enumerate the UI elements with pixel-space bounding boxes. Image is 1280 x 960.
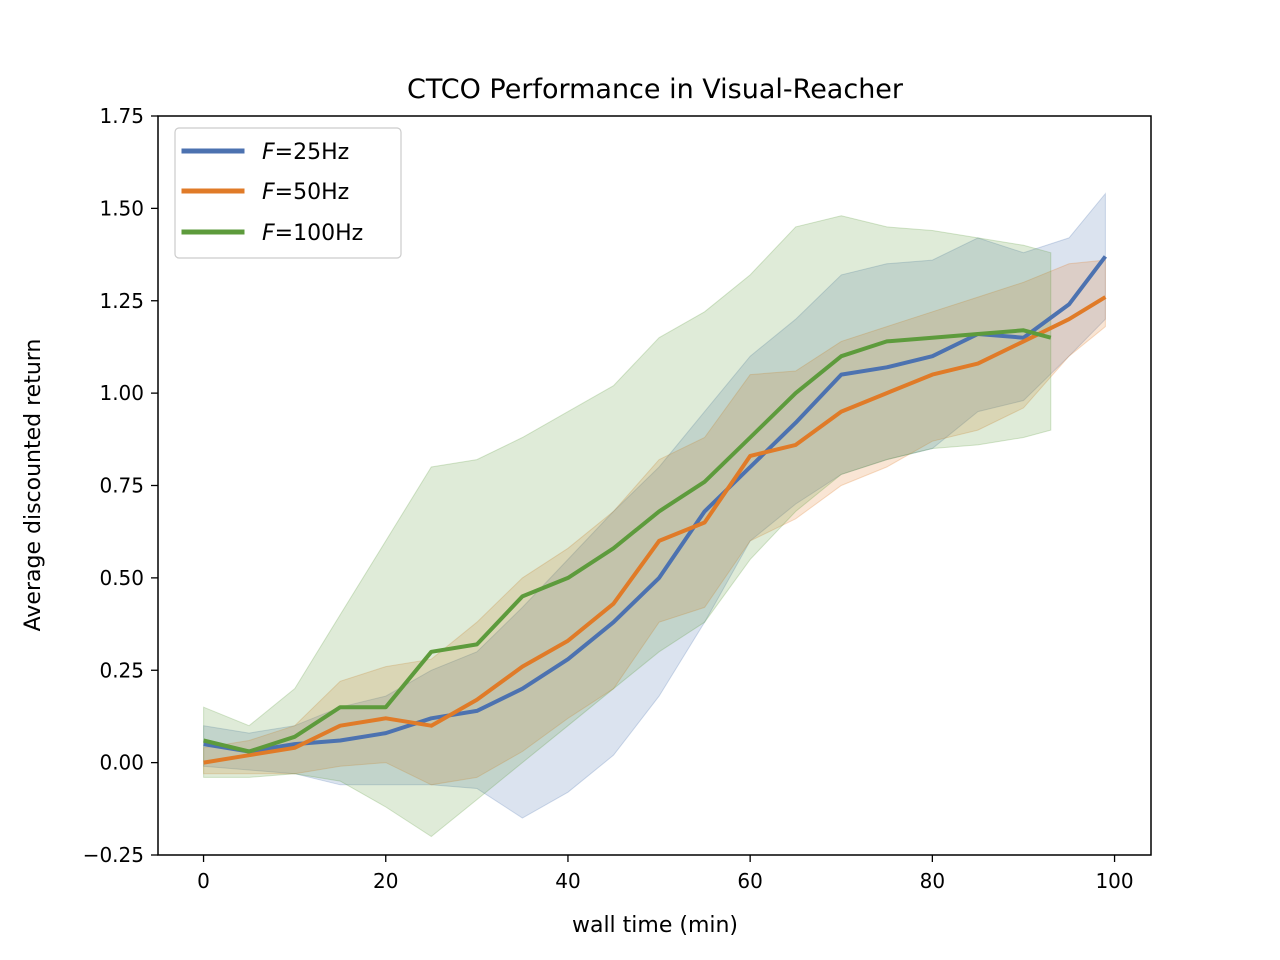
y-tick-label: 0.50	[99, 566, 144, 590]
band-f25hz	[203, 192, 1106, 819]
y-tick-label: 1.75	[99, 104, 144, 128]
y-tick-label: −0.25	[83, 843, 144, 867]
y-axis-ticks: −0.25 0.00 0.25 0.50 0.75 1.00 1.25 1.50 1.75	[83, 104, 158, 867]
x-tick-label: 60	[737, 869, 762, 893]
x-tick-label: 0	[197, 869, 210, 893]
series-lines	[203, 255, 1107, 765]
x-tick-label: 40	[555, 869, 580, 893]
line-f50hz	[203, 295, 1107, 765]
y-tick-label: 0.25	[99, 658, 144, 682]
line-f100hz	[203, 328, 1052, 754]
legend-entry-f25: F=25Hz	[262, 140, 349, 165]
y-tick-label: 1.25	[99, 289, 144, 313]
y-tick-label: 0.00	[99, 751, 144, 775]
legend: F=25Hz F=50Hz F=100Hz	[174, 127, 402, 259]
y-tick-label: 0.75	[99, 474, 144, 498]
x-axis-label: wall time (min)	[572, 913, 738, 938]
chart-title: CTCO Performance in Visual-Reacher	[407, 74, 904, 105]
y-tick-label: 1.50	[99, 196, 144, 220]
y-axis-label: Average discounted return	[21, 339, 46, 632]
band-f50hz	[203, 259, 1106, 786]
x-tick-label: 100	[1095, 869, 1133, 893]
x-axis-ticks: 0 20 40 60 80 100	[197, 855, 1134, 893]
x-tick-label: 80	[920, 869, 945, 893]
line-f25hz	[203, 255, 1107, 754]
legend-entry-f50: F=50Hz	[262, 180, 349, 205]
band-f100hz	[203, 215, 1052, 838]
y-tick-label: 1.00	[99, 381, 144, 405]
x-tick-label: 20	[373, 869, 398, 893]
legend-entry-f100: F=100Hz	[262, 221, 363, 246]
confidence-bands	[203, 192, 1106, 838]
legend-box	[174, 127, 402, 259]
